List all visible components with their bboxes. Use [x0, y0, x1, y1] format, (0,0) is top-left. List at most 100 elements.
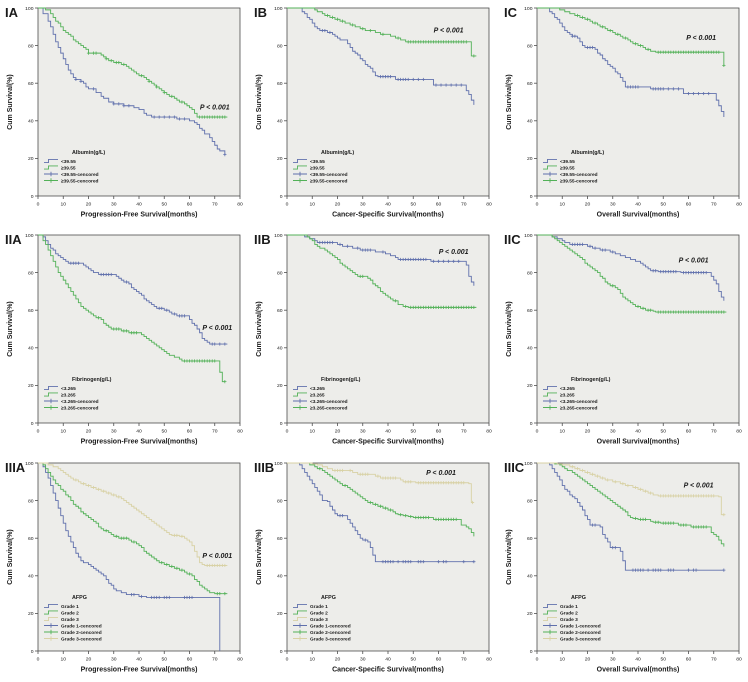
legend-item-label: <3.265: [310, 386, 325, 392]
svg-text:60: 60: [187, 656, 193, 662]
censor-marks-Grade 3: [570, 464, 726, 516]
y-axis-title: Cum Survival(%): [256, 529, 263, 585]
svg-text:100: 100: [524, 6, 533, 12]
x-axis-title: Cancer-Specific Survival(months): [332, 666, 444, 673]
legend-censor-sample: [293, 635, 308, 641]
censor-marks-<3.265: [69, 261, 227, 346]
svg-text:20: 20: [86, 201, 92, 207]
km-panel-IIB: 0 10 20 30 40 50 60 70 80 0 20 40 60 80 100 Cancer-Spec…: [249, 227, 498, 454]
svg-text:40: 40: [386, 656, 392, 662]
x-axis-title: Progression-Free Survival(months): [81, 439, 198, 446]
legend-censor-sample: [43, 405, 58, 411]
svg-text:80: 80: [28, 498, 34, 504]
legend-censor-sample: [293, 629, 308, 634]
svg-text:0: 0: [280, 194, 283, 200]
svg-text:50: 50: [660, 201, 666, 207]
panel-label: IIIC: [504, 460, 525, 475]
legend-item-label: Grade 2: [310, 610, 328, 616]
svg-text:0: 0: [529, 421, 532, 427]
legend-censor-sample: [293, 171, 308, 177]
censor-marks-Grade 1: [129, 592, 194, 599]
legend-item-label: <39.55-cencored: [310, 172, 348, 178]
y-axis-title: Cum Survival(%): [506, 529, 513, 585]
svg-text:0: 0: [529, 648, 532, 654]
legend-item-label: <3.265-cencored: [310, 399, 348, 405]
p-value-label: P < 0.001: [683, 482, 713, 489]
p-value-label: P < 0.001: [426, 470, 456, 477]
legend-title: AFPG: [321, 595, 336, 601]
y-axis-title: Cum Survival(%): [256, 302, 263, 358]
svg-text:40: 40: [527, 573, 533, 579]
svg-text:50: 50: [411, 429, 417, 435]
legend-item-label: Grade 1-cencored: [310, 623, 351, 629]
svg-text:50: 50: [161, 429, 167, 435]
legend-line-sample: [43, 158, 58, 164]
panel-label: IIB: [254, 232, 271, 247]
legend-censor-sample: [43, 399, 58, 404]
svg-text:20: 20: [277, 384, 283, 390]
svg-text:80: 80: [487, 656, 493, 662]
svg-text:80: 80: [487, 201, 493, 207]
svg-text:0: 0: [286, 201, 289, 207]
x-axis-title: Cancer-Specific Survival(months): [332, 211, 444, 218]
series-Grade 3: [536, 462, 724, 515]
legend-item-label: ≥3.265-cencored: [310, 406, 348, 412]
svg-text:20: 20: [527, 384, 533, 390]
series-Grade 1: [536, 462, 724, 571]
svg-text:50: 50: [411, 201, 417, 207]
svg-text:20: 20: [86, 656, 92, 662]
x-axis-title: Progression-Free Survival(months): [81, 211, 198, 218]
svg-text:100: 100: [274, 460, 283, 466]
svg-text:60: 60: [685, 429, 691, 435]
legend-line-sample: [43, 392, 58, 397]
plot-area: [536, 234, 740, 424]
legend-item-label: Grade 3: [560, 617, 578, 623]
svg-text:0: 0: [535, 201, 538, 207]
plot-area: [536, 7, 740, 197]
legend-censor-sample: [542, 629, 557, 634]
svg-text:100: 100: [524, 460, 533, 466]
legend-title: Albumin(g/L): [72, 150, 105, 156]
svg-text:30: 30: [111, 201, 117, 207]
svg-text:100: 100: [25, 6, 34, 12]
legend-line-sample: [43, 603, 58, 608]
legend: Fibrinogen(g/L) <3.265≥3.265<3.265-cencor…: [293, 377, 361, 412]
svg-text:60: 60: [527, 536, 533, 542]
series-<3.265: [536, 234, 724, 302]
svg-text:20: 20: [584, 429, 590, 435]
svg-text:30: 30: [360, 656, 366, 662]
series-≥3.265: [37, 234, 225, 383]
svg-text:10: 10: [559, 201, 565, 207]
km-chart-IIA: 0 10 20 30 40 50 60 70 80 0 20 40 60 80 100 Progression…: [5, 232, 243, 446]
y-axis: 0 20 40 60 80 100: [274, 460, 288, 654]
x-axis: 0 10 20 30 40 50 60 70 80: [286, 650, 493, 662]
series-<3.265: [287, 234, 475, 287]
svg-text:50: 50: [660, 429, 666, 435]
svg-text:40: 40: [28, 119, 34, 125]
legend-title: Fibrinogen(g/L): [321, 377, 361, 383]
y-axis-title: Cum Survival(%): [506, 302, 513, 358]
svg-text:100: 100: [274, 6, 283, 12]
km-chart-IIIB: 0 10 20 30 40 50 60 70 80 0 20 40 60 80 100 Cancer-Spec…: [254, 460, 493, 673]
legend-item-label: ≥39.55-cencored: [560, 178, 598, 184]
legend-line-sample: [293, 165, 308, 170]
svg-text:40: 40: [28, 573, 34, 579]
svg-text:0: 0: [37, 201, 40, 207]
legend-title: Fibrinogen(g/L): [72, 377, 112, 383]
legend-censor-sample: [542, 405, 557, 411]
km-panel-IIIC: 0 10 20 30 40 50 60 70 80 0 20 40 60 80 100 Overall Sur…: [499, 455, 748, 682]
series-Grade 2: [287, 462, 475, 536]
legend-item-label: <3.265: [61, 386, 76, 392]
svg-text:80: 80: [527, 271, 533, 277]
svg-text:60: 60: [28, 81, 34, 87]
legend-line-sample: [43, 165, 58, 170]
svg-text:10: 10: [559, 429, 565, 435]
legend-item-label: ≥3.265-cencored: [61, 406, 99, 412]
svg-text:30: 30: [360, 201, 366, 207]
svg-text:70: 70: [212, 201, 218, 207]
legend-item-label: Grade 3-cencored: [61, 636, 102, 642]
legend-item-label: Grade 3-cencored: [560, 636, 601, 642]
legend-item-label: ≥39.55: [560, 165, 575, 171]
legend-censor-sample: [43, 635, 58, 641]
